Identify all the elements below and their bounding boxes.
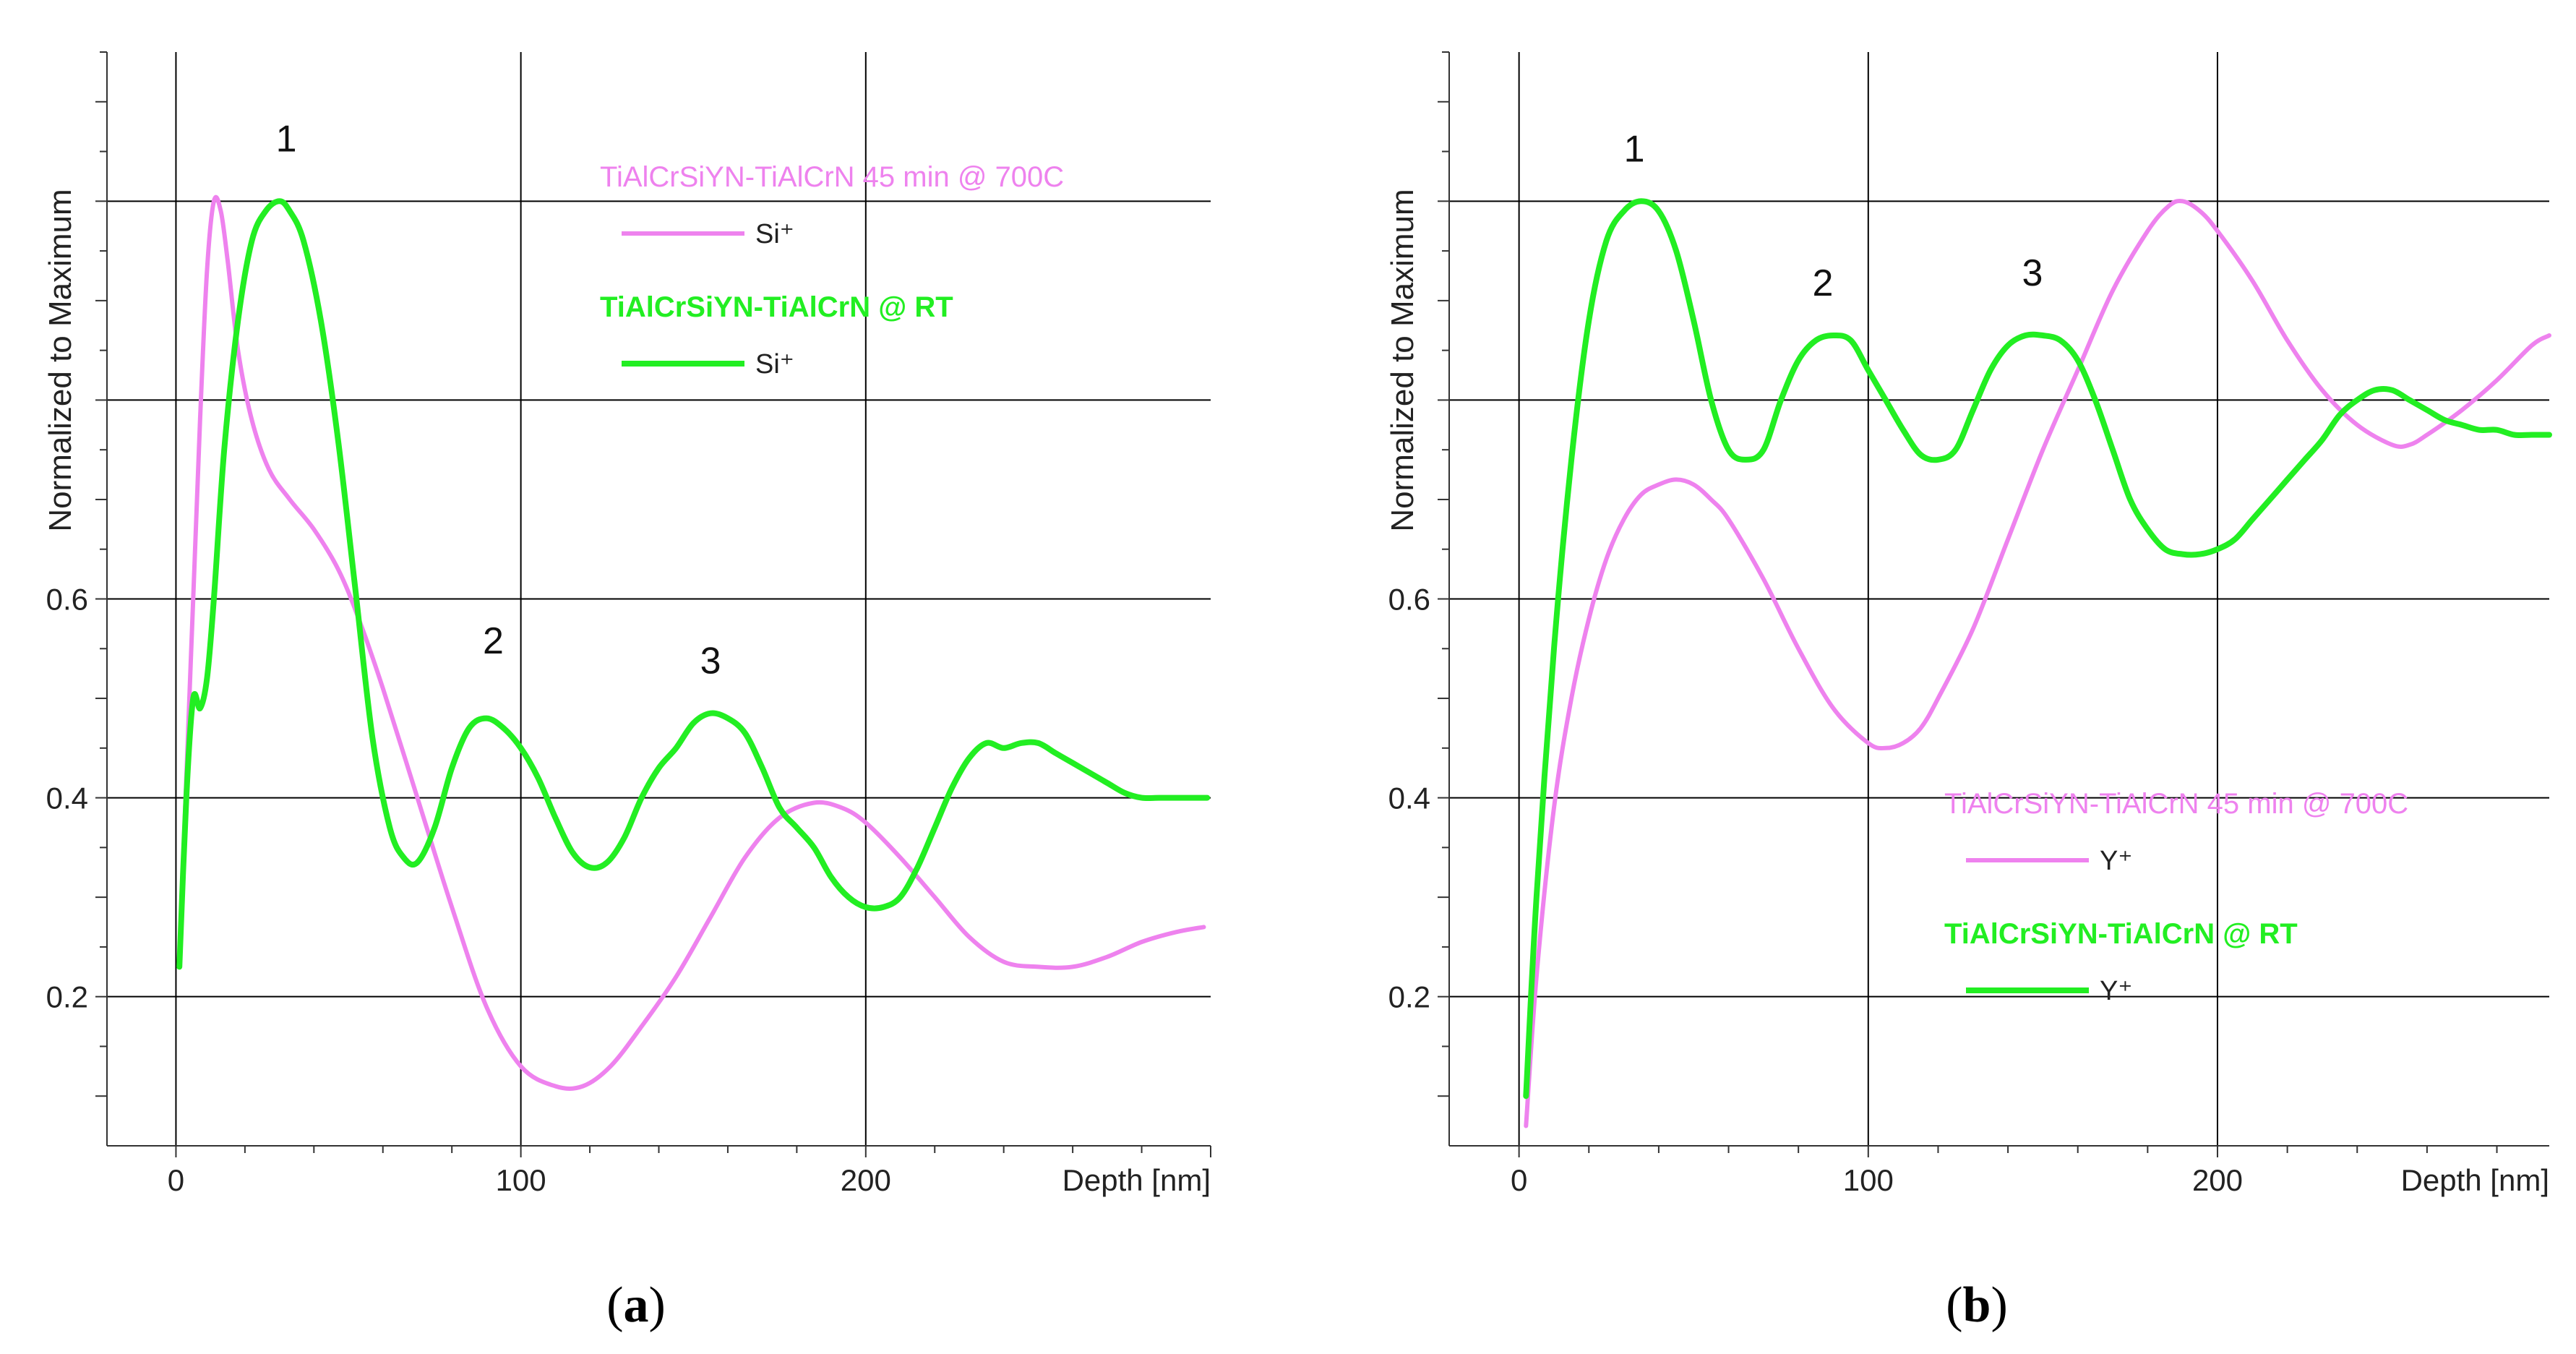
x-tick-label: 100 — [496, 1163, 546, 1197]
chart-panel-a: 0.2 0.4 0.6 0 100 200 Normalized to Maximum D… — [43, 51, 1211, 1333]
axes: 0.2 0.4 0.6 0 100 200 — [46, 51, 1211, 1197]
peak-label: 1 — [1624, 128, 1645, 170]
legend-ion-annealed: Si⁺ — [755, 219, 794, 249]
legend-entry-rt: TiAlCrSiYN-TiAlCrN @ RT — [1944, 918, 2298, 950]
series-line-annealed — [177, 194, 1206, 1091]
panel-letter: b — [1963, 1277, 1991, 1333]
y-tick-label: 0.6 — [1388, 583, 1430, 617]
legend-entry-annealed: TiAlCrSiYN-TiAlCrN 45 min @ 700C — [1944, 788, 2408, 820]
grid-lines — [1449, 52, 2549, 1146]
y-axis-label: Normalized to Maximum — [43, 189, 78, 531]
y-tick-label: 0.2 — [46, 980, 88, 1014]
peak-labels: 1 2 3 — [276, 119, 721, 682]
series-line-rt — [1523, 198, 2552, 1100]
chart-panel-b: 0.2 0.4 0.6 0 100 200 Normalized to Maximum D… — [1385, 51, 2552, 1333]
panel-label-b: (b) — [1946, 1277, 2008, 1333]
x-tick-label: 0 — [1511, 1163, 1527, 1197]
axes: 0.2 0.4 0.6 0 100 200 — [1388, 51, 2549, 1197]
legend-ion-rt: Y⁺ — [2100, 976, 2132, 1006]
y-tick-label: 0.2 — [1388, 980, 1430, 1014]
panel-label-a: (a) — [606, 1277, 666, 1333]
x-tick-label: 0 — [168, 1163, 184, 1197]
y-tick-label: 0.6 — [46, 583, 88, 617]
peak-label: 3 — [700, 640, 721, 682]
y-tick-label: 0.4 — [46, 781, 88, 815]
x-tick-label: 200 — [841, 1163, 891, 1197]
series-line-annealed — [1524, 198, 2551, 1128]
peak-labels: 1 2 3 — [1624, 128, 2043, 304]
legend-ion-annealed: Y⁺ — [2100, 846, 2132, 876]
y-tick-label: 0.4 — [1388, 781, 1430, 815]
peak-label: 2 — [483, 620, 504, 662]
panel-letter: a — [624, 1277, 649, 1333]
x-axis-label: Depth [nm] — [2401, 1163, 2549, 1197]
peak-label: 3 — [2022, 252, 2043, 294]
legend: TiAlCrSiYN-TiAlCrN 45 min @ 700C Y⁺ TiAl… — [1944, 788, 2408, 1006]
peak-label: 1 — [276, 119, 297, 160]
legend-entry-rt: TiAlCrSiYN-TiAlCrN @ RT — [600, 291, 953, 323]
legend-entry-annealed: TiAlCrSiYN-TiAlCrN 45 min @ 700C — [600, 161, 1064, 193]
peak-label: 2 — [1813, 262, 1834, 304]
legend-ion-rt: Si⁺ — [755, 349, 794, 380]
series-line-rt — [176, 198, 1211, 970]
grid-lines — [107, 52, 1211, 1146]
x-tick-label: 100 — [1843, 1163, 1894, 1197]
legend: TiAlCrSiYN-TiAlCrN 45 min @ 700C Si⁺ TiA… — [600, 161, 1064, 380]
x-axis-label: Depth [nm] — [1062, 1163, 1211, 1197]
series-group — [176, 194, 1211, 1091]
y-axis-label: Normalized to Maximum — [1385, 189, 1420, 531]
x-tick-label: 200 — [2192, 1163, 2243, 1197]
series-group — [1523, 198, 2552, 1128]
